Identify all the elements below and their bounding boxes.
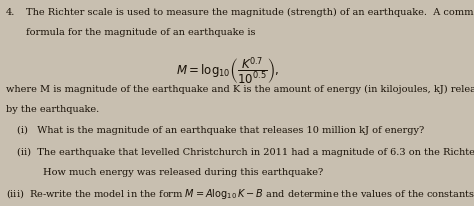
Text: (iii)  Re-write the model in the form $M = A\log_{10} K - B$ and determine the v: (iii) Re-write the model in the form $M … — [6, 186, 474, 200]
Text: where M is magnitude of the earthquake and K is the amount of energy (in kilojou: where M is magnitude of the earthquake a… — [6, 84, 474, 94]
Text: 4.: 4. — [6, 8, 15, 17]
Text: (i)   What is the magnitude of an earthquake that releases 10 million kJ of ener: (i) What is the magnitude of an earthqua… — [17, 126, 424, 135]
Text: The Richter scale is used to measure the magnitude (strength) of an earthquake. : The Richter scale is used to measure the… — [26, 8, 474, 17]
Text: (ii)  The earthquake that levelled Christchurch in 2011 had a magnitude of 6.3 o: (ii) The earthquake that levelled Christ… — [17, 147, 474, 156]
Text: formula for the magnitude of an earthquake is: formula for the magnitude of an earthqua… — [26, 28, 255, 37]
Text: by the earthquake.: by the earthquake. — [6, 104, 99, 113]
Text: How much energy was released during this earthquake?: How much energy was released during this… — [43, 167, 323, 176]
Text: $M = \log_{10}\!\left(\dfrac{K^{0.7}}{10^{0.5}}\right),$: $M = \log_{10}\!\left(\dfrac{K^{0.7}}{10… — [176, 56, 279, 87]
